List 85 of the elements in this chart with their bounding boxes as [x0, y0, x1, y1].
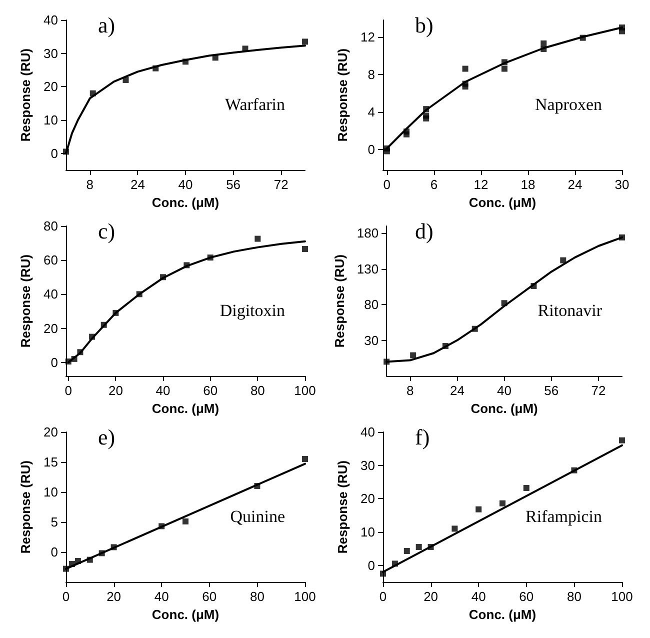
x-tick-label: 0	[383, 177, 391, 192]
x-tick-label: 20	[424, 589, 438, 604]
y-tick-label: 30	[364, 332, 379, 348]
x-tick-label: 24	[568, 177, 582, 192]
y-tick-label: 80	[364, 297, 379, 312]
x-tick-label: 40	[178, 177, 193, 192]
annotation: Digitoxin	[220, 301, 286, 320]
y-tick-label: 40	[44, 286, 58, 302]
y-axis-title: Response (RU)	[18, 254, 33, 348]
y-axis-title: Response (RU)	[18, 460, 33, 554]
x-tick-label: 8	[86, 177, 94, 192]
x-tick-label: 80	[250, 589, 264, 604]
y-axis-title: Response (RU)	[18, 48, 33, 142]
y-tick-label: 4	[368, 104, 375, 120]
x-tick-label: 20	[108, 383, 123, 398]
x-tick-label: 24	[130, 177, 145, 192]
x-axis-title: Conc. (μM)	[468, 606, 536, 622]
annotation: f)	[415, 424, 430, 450]
y-tick-label: 0	[50, 354, 58, 370]
x-tick-label: 6	[430, 177, 438, 192]
y-tick-label: 180	[356, 226, 379, 241]
y-tick-label: 40	[44, 12, 58, 28]
annotation: b)	[415, 12, 434, 38]
x-tick-label: 80	[566, 589, 582, 604]
x-tick-label: 12	[474, 177, 488, 192]
x-tick-label: 72	[591, 383, 606, 398]
x-tick-label: 40	[471, 589, 486, 604]
x-tick-label: 80	[250, 383, 265, 398]
x-axis-title: Conc. (μM)	[468, 194, 536, 210]
y-tick-label: 130	[356, 261, 379, 276]
y-tick-label: 30	[360, 458, 375, 473]
y-tick-label: 12	[360, 29, 375, 44]
y-tick-label: 30	[44, 46, 58, 61]
x-tick-label: 60	[202, 589, 217, 604]
y-tick-label: 80	[44, 218, 58, 234]
y-tick-label: 20	[44, 424, 58, 440]
y-tick-label: 40	[360, 424, 375, 440]
y-tick-label: 0	[368, 142, 375, 157]
x-tick-label: 56	[544, 383, 559, 398]
y-tick-label: 20	[44, 320, 58, 336]
y-tick-label: 5	[50, 514, 58, 530]
annotation: Rifampicin	[526, 507, 602, 526]
x-tick-label: 0	[64, 383, 72, 398]
annotation: d)	[415, 218, 434, 244]
x-axis-title: Conc. (μM)	[152, 606, 220, 622]
x-tick-label: 24	[450, 383, 464, 398]
y-tick-label: 0	[50, 544, 58, 560]
y-tick-label: 60	[44, 252, 58, 268]
x-tick-label: 8	[406, 383, 414, 398]
x-tick-label: 100	[294, 589, 316, 604]
x-tick-label: 72	[274, 177, 288, 192]
x-tick-label: 40	[156, 383, 170, 398]
x-axis-title: Conc. (μM)	[152, 194, 220, 210]
annotation: a)	[98, 12, 116, 38]
x-tick-label: 56	[226, 177, 241, 192]
x-tick-label: 18	[520, 177, 536, 192]
x-tick-label: 40	[154, 589, 169, 604]
y-tick-label: 15	[44, 454, 58, 470]
x-tick-label: 20	[106, 589, 122, 604]
y-tick-label: 10	[44, 484, 58, 500]
y-tick-label: 10	[44, 112, 58, 128]
y-tick-label: 0	[50, 146, 58, 161]
y-axis-title: Response (RU)	[335, 48, 350, 142]
x-axis-title: Conc. (μM)	[152, 400, 220, 416]
y-tick-label: 10	[360, 524, 375, 540]
x-tick-label: 100	[611, 589, 633, 604]
annotation: Ritonavir	[538, 301, 602, 320]
x-tick-label: 60	[203, 383, 218, 398]
y-tick-label: 8	[368, 66, 375, 82]
y-axis-title: Response (RU)	[332, 254, 347, 348]
x-tick-label: 100	[294, 383, 316, 398]
annotation: Naproxen	[534, 95, 602, 114]
annotation: Warfarin	[225, 95, 286, 114]
annotation: Quinine	[230, 507, 286, 526]
x-tick-label: 40	[497, 383, 512, 398]
annotation: c)	[98, 218, 116, 244]
y-tick-label: 20	[360, 491, 375, 506]
y-tick-label: 20	[44, 79, 58, 94]
x-axis-title: Conc. (μM)	[470, 400, 538, 416]
x-tick-label: 60	[519, 589, 534, 604]
y-axis-title: Response (RU)	[335, 460, 350, 554]
x-tick-label: 30	[614, 177, 630, 192]
y-tick-label: 0	[368, 558, 375, 573]
x-tick-label: 0	[62, 589, 70, 604]
annotation: e)	[98, 424, 116, 450]
